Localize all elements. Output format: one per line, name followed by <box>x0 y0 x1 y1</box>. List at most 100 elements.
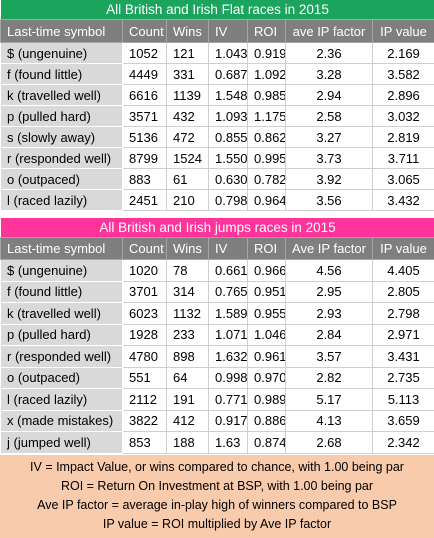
table-title: All British and Irish Flat races in 2015 <box>0 0 434 20</box>
table-row: f (found little) 4449 331 0.687 1.092 3.28 3.5… <box>0 63 434 85</box>
cell: 1.071 <box>208 323 248 346</box>
cell: 3.659 <box>372 409 434 432</box>
cell: 3.431 <box>372 345 434 368</box>
cell: 78 <box>166 259 209 282</box>
cell: 3.28 <box>285 63 373 85</box>
header-cell: Count <box>122 19 167 43</box>
cell: 2.735 <box>372 366 434 389</box>
table-row: k (travelled well) 6023 1132 1.589 0.955 2.93… <box>0 302 434 325</box>
row-label: r (responded well) <box>0 147 123 169</box>
cell: 2.95 <box>285 280 373 303</box>
cell: 1.548 <box>208 84 248 106</box>
cell: 3.032 <box>371 105 434 127</box>
table-row: f (found little) 3701 314 0.765 0.951 2.95 2.8… <box>0 280 434 303</box>
note-line: IV = Impact Value, or wins compared to c… <box>30 460 404 474</box>
cell: 8799 <box>122 147 167 169</box>
header-cell: IV <box>208 19 248 43</box>
cell: 2.169 <box>371 42 434 64</box>
table-row: o (outpaced) 551 64 0.998 0.970 2.82 2.735 <box>0 366 434 389</box>
cell: 1132 <box>166 302 209 325</box>
cell: 412 <box>166 409 209 432</box>
header-cell: Ave IP factor <box>285 237 373 260</box>
cell: 1.175 <box>247 105 286 127</box>
cell: 4449 <box>122 63 167 85</box>
cell: 1524 <box>166 147 209 169</box>
row-label: f (found little) <box>0 63 123 85</box>
header-cell: ROI <box>247 237 286 260</box>
cell: 0.970 <box>247 366 286 389</box>
table-row: $ (ungenuine) 1020 78 0.661 0.966 4.56 4.405 <box>0 259 434 282</box>
cell: 1.092 <box>247 63 286 85</box>
cell: 0.874 <box>247 431 286 454</box>
header-row: Last-time symbol Count Wins IV ROI Ave IP fac… <box>0 237 434 260</box>
header-cell: Wins <box>166 19 209 43</box>
cell: 0.661 <box>208 259 248 282</box>
cell: 61 <box>166 168 209 190</box>
table-row: k (travelled well) 6616 1139 1.548 0.985 2.94… <box>0 84 434 106</box>
row-label: f (found little) <box>0 280 123 303</box>
cell: 2.896 <box>371 84 434 106</box>
cell: 1020 <box>122 259 167 282</box>
cell: 2.68 <box>285 431 373 454</box>
table-row: $ (ungenuine) 1052 121 1.043 0.919 2.36 2.169 <box>0 42 434 64</box>
cell: 853 <box>122 431 167 454</box>
data-table: All British and Irish Flat races in 2015… <box>0 0 434 211</box>
table-row: o (outpaced) 883 61 0.630 0.782 3.92 3.065 <box>0 168 434 190</box>
cell: 432 <box>166 105 209 127</box>
cell: 1.046 <box>247 323 286 346</box>
cell: 3.57 <box>285 345 373 368</box>
row-label: x (made mistakes) <box>0 409 123 432</box>
cell: 4.56 <box>285 259 373 282</box>
row-label: k (travelled well) <box>0 302 123 325</box>
cell: 3701 <box>122 280 167 303</box>
cell: 4780 <box>122 345 167 368</box>
cell: 2.84 <box>285 323 373 346</box>
header-cell: Last-time symbol <box>0 237 123 260</box>
cell: 233 <box>166 323 209 346</box>
cell: 5.17 <box>285 388 373 411</box>
cell: 0.855 <box>208 126 248 148</box>
cell: 3.92 <box>285 168 373 190</box>
row-label: s (slowly away) <box>0 126 123 148</box>
row-label: r (responded well) <box>0 345 123 368</box>
row-label: o (outpaced) <box>0 168 123 190</box>
table-row: l (raced lazily) 2112 191 0.771 0.989 5.17 5.1… <box>0 388 434 411</box>
cell: 2451 <box>122 189 167 211</box>
cell: 6616 <box>122 84 167 106</box>
header-cell: Wins <box>166 237 209 260</box>
cell: 2.82 <box>285 366 373 389</box>
cell: 2.798 <box>372 302 434 325</box>
header-cell: Count <box>122 237 167 260</box>
cell: 0.771 <box>208 388 248 411</box>
cell: 2.94 <box>285 84 373 106</box>
cell: 3822 <box>122 409 167 432</box>
cell: 0.886 <box>247 409 286 432</box>
title-row: All British and Irish Flat races in 2015 <box>0 0 434 20</box>
cell: 1.632 <box>208 345 248 368</box>
cell: 1.589 <box>208 302 248 325</box>
cell: 5136 <box>122 126 167 148</box>
table-row: j (jumped well) 853 188 1.63 0.874 2.68 2.342 <box>0 431 434 454</box>
cell: 3.711 <box>371 147 434 169</box>
row-label: o (outpaced) <box>0 366 123 389</box>
cell: 1928 <box>122 323 167 346</box>
cell: 210 <box>166 189 209 211</box>
cell: 472 <box>166 126 209 148</box>
cell: 0.964 <box>247 189 286 211</box>
table-row: r (responded well) 8799 1524 1.550 0.995 3.73… <box>0 147 434 169</box>
cell: 0.989 <box>247 388 286 411</box>
cell: 0.862 <box>247 126 286 148</box>
row-label: $ (ungenuine) <box>0 259 123 282</box>
header-cell: IP value <box>371 19 434 43</box>
cell: 2.971 <box>372 323 434 346</box>
cell: 3.73 <box>285 147 373 169</box>
cell: 5.113 <box>372 388 434 411</box>
cell: 2.805 <box>372 280 434 303</box>
header-cell: ROI <box>247 19 286 43</box>
cell: 551 <box>122 366 167 389</box>
note-line: IP value = ROI multiplied by Ave IP fact… <box>102 517 332 531</box>
row-label: l (raced lazily) <box>0 189 123 211</box>
cell: 2.93 <box>285 302 373 325</box>
row-label: l (raced lazily) <box>0 388 123 411</box>
